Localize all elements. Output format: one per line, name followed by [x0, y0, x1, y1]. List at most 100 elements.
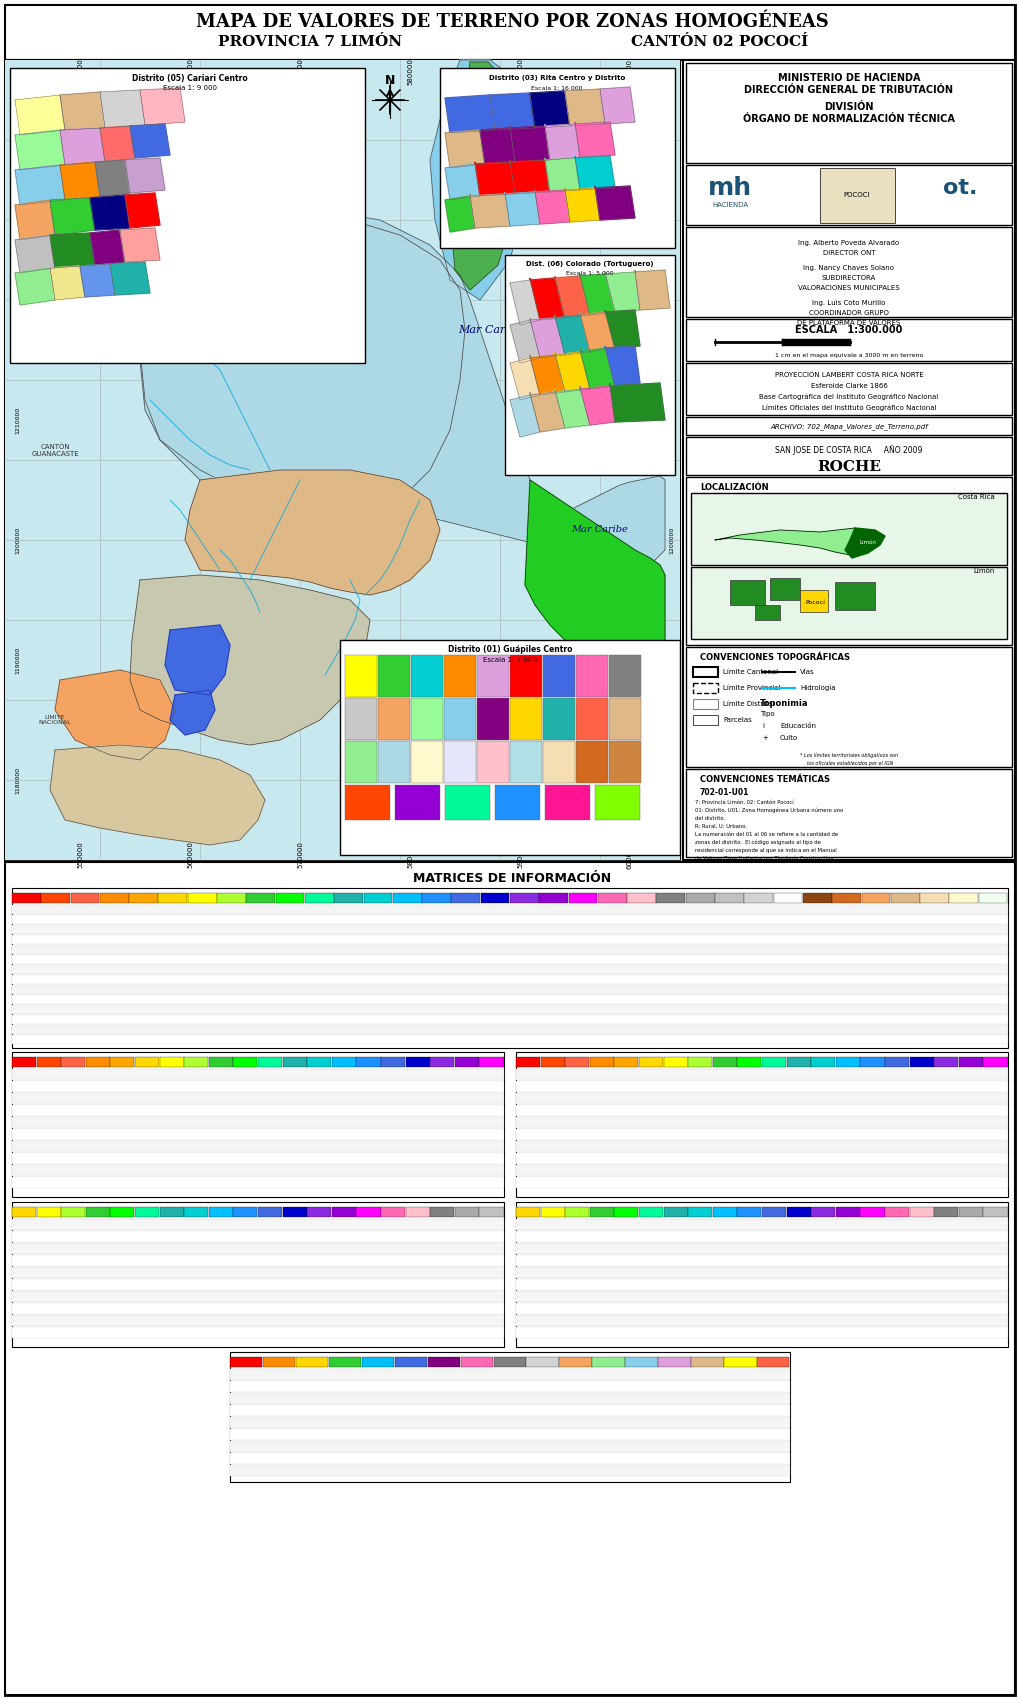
Bar	[516, 1266, 1007, 1278]
Bar	[890, 892, 919, 903]
Polygon shape	[125, 194, 160, 228]
Bar	[307, 1057, 331, 1068]
Bar	[686, 228, 1011, 316]
Bar	[516, 1278, 1007, 1290]
Text: 580000: 580000	[407, 842, 413, 869]
Bar	[296, 1357, 328, 1367]
Polygon shape	[129, 124, 170, 158]
Bar	[832, 892, 860, 903]
Bar	[422, 892, 450, 903]
Bar	[686, 63, 1011, 163]
Bar	[723, 1357, 756, 1367]
Bar	[344, 654, 377, 697]
Bar	[282, 1207, 307, 1217]
Polygon shape	[510, 394, 539, 437]
Text: PROYECCIÓN LAMBERT COSTA RICA NORTE: PROYECCIÓN LAMBERT COSTA RICA NORTE	[773, 372, 922, 379]
Polygon shape	[510, 126, 549, 162]
Bar	[451, 892, 480, 903]
Bar	[305, 892, 333, 903]
Bar	[761, 1057, 786, 1068]
Text: Limón: Limón	[973, 568, 994, 575]
Text: DIVISIÓN: DIVISIÓN	[823, 102, 873, 112]
Bar	[510, 654, 541, 697]
Bar	[430, 1207, 453, 1217]
Bar	[12, 1243, 503, 1255]
Polygon shape	[609, 382, 664, 422]
Text: ot.: ot.	[942, 178, 976, 197]
Polygon shape	[50, 265, 85, 299]
Bar	[158, 892, 187, 903]
Bar	[542, 741, 575, 784]
Bar	[686, 364, 1011, 415]
Text: 1230000: 1230000	[668, 167, 674, 194]
Text: DE PLATAFORMA DE VALORES: DE PLATAFORMA DE VALORES	[797, 320, 900, 326]
Bar	[516, 1176, 1007, 1188]
Text: Distrito (03) Rita Centro y Distrito: Distrito (03) Rita Centro y Distrito	[488, 75, 625, 82]
Bar	[12, 1005, 1007, 1013]
Polygon shape	[110, 262, 150, 296]
Bar	[638, 1057, 662, 1068]
Text: Límite Provincial: Límite Provincial	[722, 685, 780, 690]
Polygon shape	[714, 529, 879, 554]
Text: Límites Oficiales del Instituto Geográfico Nacional: Límites Oficiales del Instituto Geográfi…	[761, 405, 935, 411]
Bar	[884, 1057, 908, 1068]
Bar	[12, 904, 1007, 915]
Text: Escala 1: 9 000: Escala 1: 9 000	[163, 85, 217, 92]
Bar	[184, 1057, 208, 1068]
Bar	[12, 1328, 503, 1338]
Text: 1220000: 1220000	[15, 286, 20, 314]
Polygon shape	[535, 190, 570, 224]
Bar	[504, 255, 675, 474]
Polygon shape	[510, 160, 549, 194]
Text: 1190000: 1190000	[15, 646, 20, 673]
Bar	[686, 165, 1011, 224]
Polygon shape	[95, 160, 129, 196]
Bar	[258, 1057, 282, 1068]
Bar	[61, 1207, 86, 1217]
Bar	[12, 1164, 503, 1176]
Polygon shape	[580, 274, 614, 314]
Bar	[565, 1207, 589, 1217]
Polygon shape	[184, 469, 439, 595]
Text: CONVENCIONES TOPOGRÁFICAS: CONVENCIONES TOPOGRÁFICAS	[699, 653, 849, 661]
Text: R: Rural, U: Urbano.: R: Rural, U: Urbano.	[694, 823, 746, 828]
Text: residencial corresponde al que se indica en el Manual: residencial corresponde al que se indica…	[694, 848, 836, 852]
Bar	[217, 892, 246, 903]
Bar	[772, 892, 802, 903]
Bar	[247, 892, 275, 903]
Text: 1230000: 1230000	[15, 167, 20, 194]
Bar	[110, 1207, 135, 1217]
Text: 550000: 550000	[76, 842, 83, 869]
Bar	[769, 578, 799, 600]
Bar	[686, 478, 1011, 644]
Bar	[233, 1057, 257, 1068]
Bar	[982, 1057, 1007, 1068]
Text: MINISTERIO DE HACIENDA: MINISTERIO DE HACIENDA	[777, 73, 919, 83]
Bar	[754, 605, 780, 620]
Text: Toponimia: Toponimia	[759, 699, 808, 707]
Bar	[494, 785, 539, 819]
Bar	[381, 1057, 405, 1068]
Polygon shape	[554, 314, 589, 355]
Polygon shape	[140, 88, 184, 126]
Polygon shape	[125, 158, 165, 194]
Bar	[608, 741, 640, 784]
Text: 560000: 560000	[186, 58, 193, 85]
Text: 1220000: 1220000	[668, 286, 674, 314]
Bar	[786, 1057, 810, 1068]
Polygon shape	[165, 626, 229, 695]
Bar	[12, 1266, 503, 1278]
Bar	[477, 654, 508, 697]
Bar	[334, 892, 363, 903]
Bar	[730, 580, 764, 605]
Polygon shape	[530, 355, 565, 394]
Bar	[229, 1454, 790, 1464]
Bar	[394, 1357, 427, 1367]
Polygon shape	[170, 690, 215, 734]
Bar	[411, 699, 442, 740]
Bar	[909, 1207, 932, 1217]
Bar	[37, 1057, 61, 1068]
Bar	[744, 892, 772, 903]
Bar	[406, 1207, 429, 1217]
Polygon shape	[50, 233, 95, 269]
